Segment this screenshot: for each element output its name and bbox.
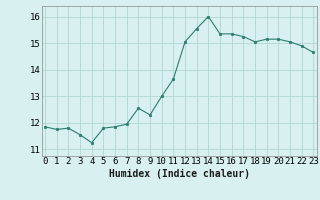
X-axis label: Humidex (Indice chaleur): Humidex (Indice chaleur) [109, 169, 250, 179]
